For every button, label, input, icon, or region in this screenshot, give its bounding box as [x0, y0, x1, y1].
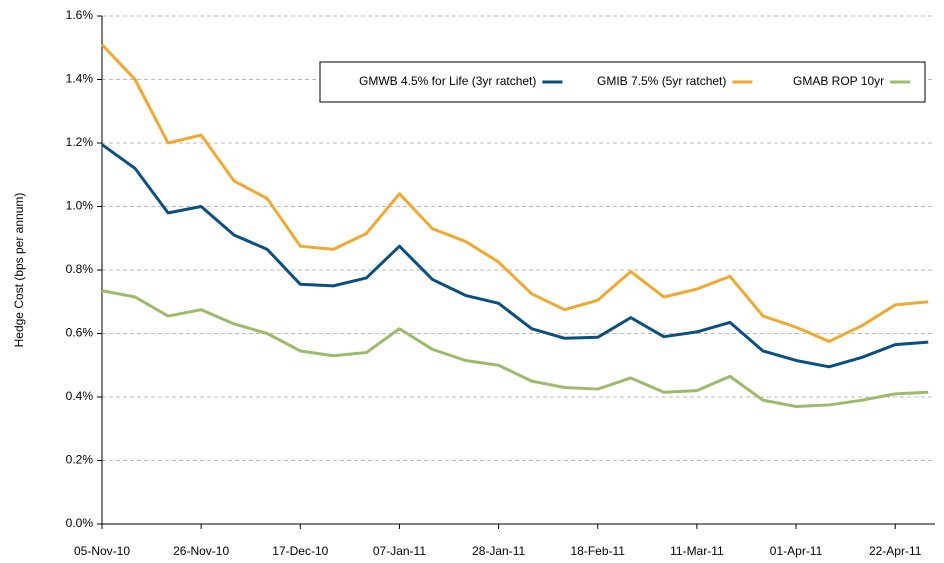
- x-tick-label: 17-Dec-10: [272, 544, 328, 558]
- legend-label: GMWB 4.5% for Life (3yr ratchet): [359, 74, 536, 88]
- x-tick-label: 28-Jan-11: [472, 544, 525, 558]
- legend-label: GMAB ROP 10yr: [793, 74, 884, 88]
- y-tick-label: 1.6%: [66, 8, 94, 22]
- x-tick-label: 05-Nov-10: [74, 544, 130, 558]
- y-tick-label: 0.0%: [66, 516, 94, 530]
- x-tick-label: 01-Apr-11: [770, 544, 823, 558]
- x-tick-label: 18-Feb-11: [571, 544, 626, 558]
- x-tick-label: 11-Mar-11: [670, 544, 724, 558]
- y-tick-label: 0.8%: [66, 262, 94, 276]
- series-line: [100, 43, 929, 343]
- y-axis-label: Hedge Cost (bps per annum): [12, 193, 26, 348]
- x-tick-label: 07-Jan-11: [373, 544, 426, 558]
- y-tick-label: 0.6%: [66, 326, 94, 340]
- x-tick-label: 26-Nov-10: [173, 544, 229, 558]
- series-line: [101, 143, 929, 369]
- y-tick-label: 1.0%: [66, 199, 94, 213]
- x-tick-label: 22-Apr-11: [869, 544, 922, 558]
- series-line: [101, 289, 929, 409]
- legend-label: GMIB 7.5% (5yr ratchet): [597, 74, 726, 88]
- y-tick-label: 0.2%: [66, 453, 94, 467]
- legend-box: [319, 61, 926, 103]
- y-tick-label: 1.2%: [66, 135, 94, 149]
- y-tick-label: 0.4%: [66, 389, 94, 403]
- y-tick-label: 1.4%: [66, 72, 94, 86]
